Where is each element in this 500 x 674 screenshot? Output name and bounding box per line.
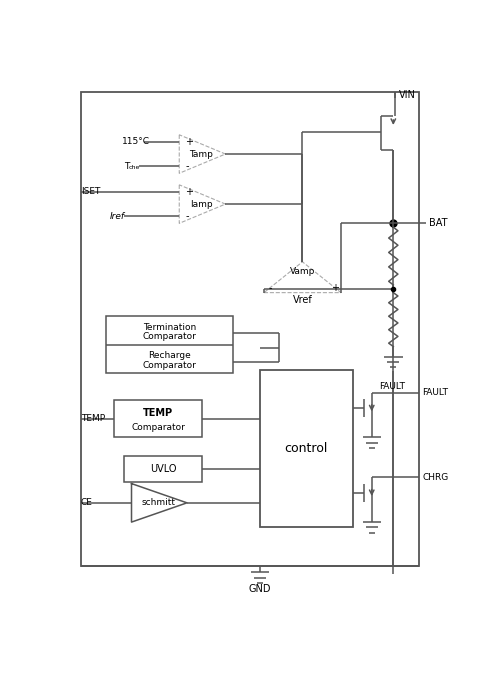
Text: ISET: ISET bbox=[80, 187, 100, 196]
Text: FAULT: FAULT bbox=[422, 388, 448, 397]
Text: schmitt: schmitt bbox=[141, 498, 175, 508]
Bar bbox=[106, 315, 233, 373]
Text: 115°C: 115°C bbox=[122, 137, 150, 146]
Text: +: + bbox=[186, 187, 194, 197]
Text: control: control bbox=[284, 442, 328, 455]
Text: TEMP: TEMP bbox=[80, 415, 105, 423]
Text: Vref: Vref bbox=[292, 295, 312, 305]
Text: GND: GND bbox=[249, 584, 272, 594]
Text: -: - bbox=[186, 212, 189, 221]
Text: Comparator: Comparator bbox=[142, 361, 197, 370]
Text: Comparator: Comparator bbox=[142, 332, 197, 341]
Text: UVLO: UVLO bbox=[150, 464, 176, 474]
Text: T: T bbox=[124, 162, 129, 171]
Text: Iamp: Iamp bbox=[190, 200, 212, 208]
Text: BAT: BAT bbox=[428, 218, 447, 228]
Text: che: che bbox=[128, 165, 140, 171]
Text: +: + bbox=[186, 137, 194, 147]
Text: Comparator: Comparator bbox=[131, 423, 185, 431]
Text: TEMP: TEMP bbox=[143, 408, 173, 419]
Text: Tamp: Tamp bbox=[190, 150, 214, 158]
Text: +: + bbox=[331, 283, 339, 293]
Text: -: - bbox=[186, 161, 189, 171]
Text: VIN: VIN bbox=[398, 90, 415, 100]
Bar bbox=[124, 456, 202, 482]
Text: -: - bbox=[268, 283, 272, 293]
Text: CE: CE bbox=[80, 498, 92, 508]
Bar bbox=[80, 92, 419, 566]
Bar bbox=[260, 369, 352, 528]
Text: Recharge: Recharge bbox=[148, 351, 191, 361]
Text: Vamp: Vamp bbox=[290, 267, 315, 276]
Text: FAULT: FAULT bbox=[380, 382, 406, 391]
Text: Termination: Termination bbox=[143, 323, 197, 332]
Bar bbox=[114, 400, 202, 437]
Text: CHRG: CHRG bbox=[422, 473, 449, 482]
Text: Iref: Iref bbox=[110, 212, 125, 221]
